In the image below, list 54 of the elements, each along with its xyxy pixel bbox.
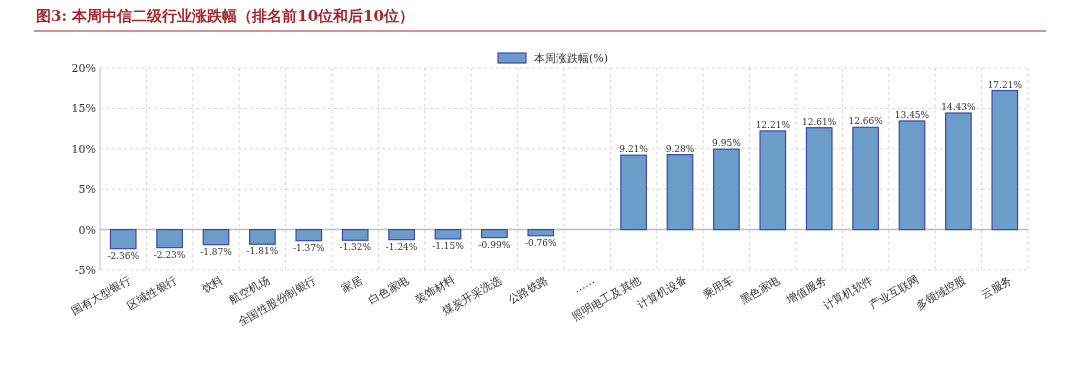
bar xyxy=(434,229,462,240)
data-label: -1.87% xyxy=(200,246,233,257)
bar xyxy=(249,229,276,245)
y-tick-label: 10% xyxy=(71,142,96,156)
bar xyxy=(945,112,972,231)
data-label: -2.23% xyxy=(153,249,186,260)
bar xyxy=(620,154,647,231)
data-label: -1.37% xyxy=(292,242,326,253)
y-tick-label: 5% xyxy=(78,183,96,197)
data-label: 9.28% xyxy=(665,143,695,154)
x-tick-label: 乘用车 xyxy=(700,273,736,302)
x-tick-label: 家居 xyxy=(339,273,365,296)
data-label: -1.24% xyxy=(385,241,418,252)
data-label: 9.21% xyxy=(619,144,649,155)
bar xyxy=(156,229,183,249)
x-tick-label: 黑色家电 xyxy=(737,273,783,307)
y-tick-label: 20% xyxy=(71,62,96,75)
bar xyxy=(341,229,369,241)
data-label: 12.61% xyxy=(802,116,837,127)
x-tick-label: 白色家电 xyxy=(366,273,412,307)
x-tick-label: …… xyxy=(571,273,597,296)
data-label: -1.15% xyxy=(432,240,465,251)
bar xyxy=(295,229,323,242)
data-label: -1.32% xyxy=(339,242,372,253)
data-label: -1.81% xyxy=(246,246,279,257)
x-tick-label: 公路铁路 xyxy=(505,273,551,307)
bar xyxy=(805,127,833,231)
data-label: -0.76% xyxy=(524,237,558,248)
bar xyxy=(202,229,230,246)
bar xyxy=(852,126,879,231)
y-tick-label: 0% xyxy=(78,223,96,237)
bar xyxy=(759,130,787,231)
y-tick-label: 15% xyxy=(71,102,96,116)
data-label: 9.95% xyxy=(712,138,742,149)
bar xyxy=(898,120,926,231)
bar xyxy=(388,229,415,241)
chart-title: 图3: 本周中信二级行业涨跌幅（排名前10位和后10位） xyxy=(36,7,414,25)
bar xyxy=(666,154,694,231)
data-label: -2.36% xyxy=(107,250,140,261)
bar xyxy=(991,89,1019,231)
bar xyxy=(481,229,508,239)
data-label: 17.21% xyxy=(987,79,1023,90)
bar xyxy=(109,229,137,250)
bar xyxy=(527,229,555,237)
data-label: 14.43% xyxy=(941,102,976,113)
data-label: 12.66% xyxy=(848,116,884,127)
data-label: -0.99% xyxy=(478,239,511,250)
x-tick-label: 饮料 xyxy=(199,273,226,297)
data-label: 13.45% xyxy=(894,109,930,120)
x-tick-label: 云服务 xyxy=(979,273,1015,302)
y-tick-label: -5% xyxy=(74,264,96,277)
bar xyxy=(713,148,740,231)
legend-label: 本周涨跌幅(%) xyxy=(534,52,609,65)
data-label: 12.21% xyxy=(755,119,791,130)
